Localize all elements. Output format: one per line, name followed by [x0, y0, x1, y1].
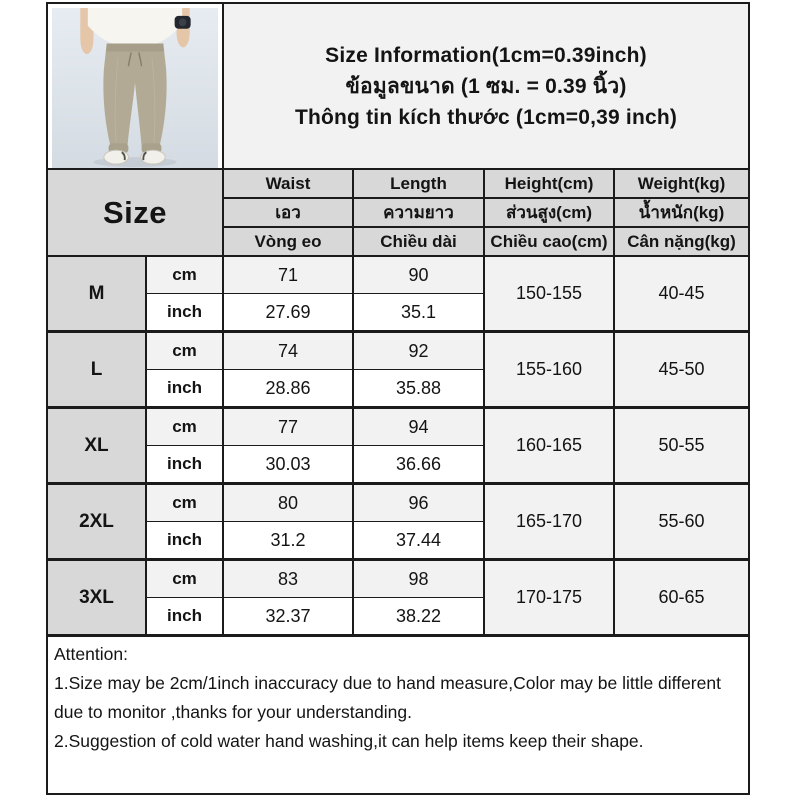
value-xl-length-inch: 36.66 — [352, 445, 485, 485]
corner-size-label: Size — [46, 168, 224, 257]
value-m-height: 150-155 — [483, 255, 615, 333]
value-l-waist-cm: 74 — [222, 330, 354, 370]
unit-label-cm: cm — [145, 330, 224, 370]
value-m-length-inch: 35.1 — [352, 293, 485, 333]
size-chart-table: Size Information(1cm=0.39inch) ข้อมูลขนา… — [45, 2, 751, 795]
unit-label-cm: cm — [145, 255, 224, 294]
col-header-weight-vi: Cân nặng(kg) — [612, 226, 751, 257]
col-header-height-en: Height(cm) — [483, 168, 615, 199]
size-chart-sheet: Size Information(1cm=0.39inch) ข้อมูลขนา… — [45, 2, 751, 795]
col-header-waist-en: Waist — [222, 168, 354, 199]
value-2xl-waist-cm: 80 — [222, 482, 354, 522]
value-2xl-length-inch: 37.44 — [352, 521, 485, 561]
shirt-graphic — [87, 8, 183, 48]
product-photo-cell — [46, 2, 224, 170]
size-label-3xl: 3XL — [46, 558, 147, 637]
unit-label-cm: cm — [145, 558, 224, 598]
value-xl-height: 160-165 — [483, 406, 615, 485]
col-header-waist-th: เอว — [222, 197, 354, 228]
col-header-height-vi: Chiều cao(cm) — [483, 226, 615, 257]
unit-label-inch: inch — [145, 597, 224, 637]
col-header-length-en: Length — [352, 168, 485, 199]
value-2xl-waist-inch: 31.2 — [222, 521, 354, 561]
col-header-waist-vi: Vòng eo — [222, 226, 354, 257]
shoes-graphic — [103, 149, 166, 165]
pants-graphic — [103, 43, 167, 154]
value-3xl-waist-cm: 83 — [222, 558, 354, 598]
value-3xl-length-inch: 38.22 — [352, 597, 485, 637]
unit-label-cm: cm — [145, 406, 224, 446]
value-m-waist-inch: 27.69 — [222, 293, 354, 333]
value-2xl-height: 165-170 — [483, 482, 615, 561]
value-m-length-cm: 90 — [352, 255, 485, 294]
attention-line-1: 1.Size may be 2cm/1inch inaccuracy due t… — [54, 673, 721, 722]
size-label-2xl: 2XL — [46, 482, 147, 561]
col-header-weight-th: น้ำหนัก(kg) — [612, 197, 751, 228]
value-xl-weight: 50-55 — [612, 406, 751, 485]
value-m-weight: 40-45 — [612, 255, 751, 333]
unit-label-cm: cm — [145, 482, 224, 522]
value-2xl-weight: 55-60 — [612, 482, 751, 561]
unit-label-inch: inch — [145, 293, 224, 333]
title-line-vi: Thông tin kích thước (1cm=0,39 inch) — [294, 105, 678, 129]
title-line-th: ข้อมูลขนาด (1 ซม. = 0.39 นิ้ว) — [345, 74, 627, 98]
value-3xl-weight: 60-65 — [612, 558, 751, 637]
title-line-en: Size Information(1cm=0.39inch) — [325, 43, 647, 67]
value-xl-waist-cm: 77 — [222, 406, 354, 446]
attention-heading: Attention: — [54, 644, 128, 664]
pants-model-illustration — [52, 8, 218, 167]
unit-label-inch: inch — [145, 521, 224, 561]
value-3xl-waist-inch: 32.37 — [222, 597, 354, 637]
value-l-waist-inch: 28.86 — [222, 369, 354, 409]
size-label-m: M — [46, 255, 147, 333]
value-l-weight: 45-50 — [612, 330, 751, 409]
value-l-height: 155-160 — [483, 330, 615, 409]
value-2xl-length-cm: 96 — [352, 482, 485, 522]
attention-box: Attention: 1.Size may be 2cm/1inch inacc… — [45, 634, 751, 795]
unit-label-inch: inch — [145, 369, 224, 409]
value-xl-length-cm: 94 — [352, 406, 485, 446]
col-header-weight-en: Weight(kg) — [612, 168, 751, 199]
value-l-length-inch: 35.88 — [352, 369, 485, 409]
value-m-waist-cm: 71 — [222, 255, 354, 294]
value-3xl-height: 170-175 — [483, 558, 615, 637]
size-info-title-cell: Size Information(1cm=0.39inch) ข้อมูลขนา… — [221, 2, 751, 170]
col-header-length-vi: Chiều dài — [352, 226, 485, 257]
unit-label-inch: inch — [145, 445, 224, 485]
col-header-length-th: ความยาว — [352, 197, 485, 228]
col-header-height-th: ส่วนสูง(cm) — [483, 197, 615, 228]
value-l-length-cm: 92 — [352, 330, 485, 370]
value-xl-waist-inch: 30.03 — [222, 445, 354, 485]
size-label-xl: XL — [46, 406, 147, 485]
attention-line-2: 2.Suggestion of cold water hand washing,… — [54, 731, 644, 751]
value-3xl-length-cm: 98 — [352, 558, 485, 598]
size-label-l: L — [46, 330, 147, 409]
product-photo — [49, 5, 221, 167]
watch-graphic — [174, 15, 191, 29]
